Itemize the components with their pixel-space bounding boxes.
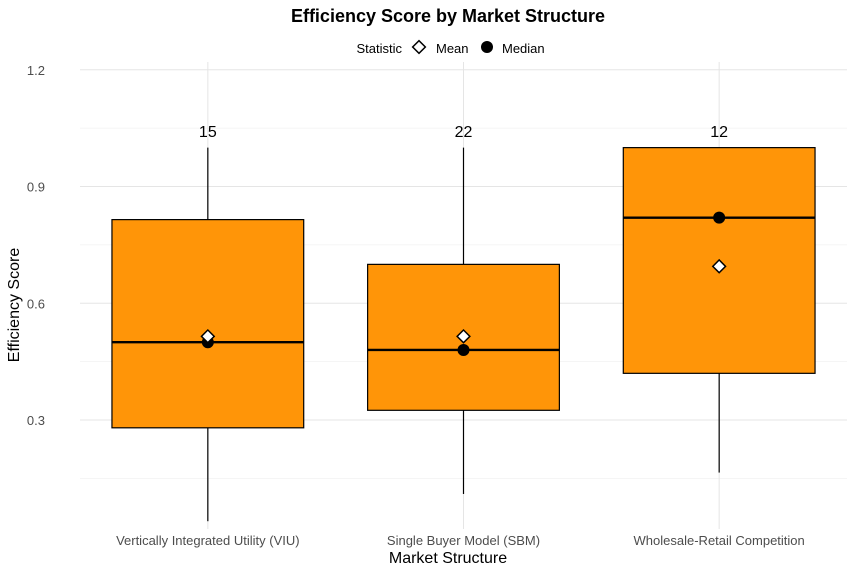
boxplot-series: 15 22 12 — [111, 124, 816, 522]
mean-point — [711, 258, 727, 274]
x-tick-label: Single Buyer Model (SBM) — [387, 533, 540, 548]
mean-point — [456, 328, 471, 344]
y-tick-label: 0.6 — [27, 296, 45, 311]
x-axis-title: Market Structure — [389, 550, 507, 567]
legend: Statistic Mean Median — [356, 39, 545, 56]
box-group: 12 — [622, 124, 816, 473]
box-iqr — [111, 219, 305, 429]
y-axis: 0.3 0.6 0.9 1.2 — [27, 63, 45, 428]
count-label: 12 — [710, 124, 728, 141]
median-point — [457, 343, 470, 356]
x-tick-label: Wholesale-Retail Competition — [634, 533, 805, 548]
x-axis: Vertically Integrated Utility (VIU) Singl… — [116, 533, 805, 548]
legend-mean-label: Mean — [436, 41, 469, 56]
count-label: 15 — [199, 124, 217, 141]
legend-median-marker — [481, 41, 493, 53]
box-iqr — [367, 263, 560, 411]
legend-median-label: Median — [502, 41, 545, 56]
y-tick-label: 0.3 — [27, 413, 45, 428]
legend-title: Statistic — [356, 41, 402, 56]
y-axis-title: Efficiency Score — [6, 248, 23, 363]
chart-title: Efficiency Score by Market Structure — [291, 6, 605, 26]
x-tick-label: Vertically Integrated Utility (VIU) — [116, 533, 300, 548]
count-label: 22 — [455, 124, 473, 141]
y-tick-label: 0.9 — [27, 180, 45, 195]
box-group: 22 — [367, 124, 560, 494]
box-group: 15 — [111, 124, 305, 522]
median-point — [713, 211, 726, 224]
legend-mean-marker — [411, 39, 427, 55]
mean-point — [200, 328, 216, 344]
y-tick-label: 1.2 — [27, 63, 45, 78]
